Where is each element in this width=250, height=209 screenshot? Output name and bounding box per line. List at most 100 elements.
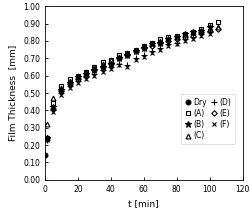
(B) xyxy=(126,54,129,56)
(D) xyxy=(126,64,129,66)
Y-axis label: Film Thickness  [mm]: Film Thickness [mm] xyxy=(8,45,18,141)
(E) xyxy=(175,38,178,41)
(F) xyxy=(200,34,203,37)
(F) xyxy=(184,40,186,42)
Line: (B): (B) xyxy=(44,24,213,141)
(B) xyxy=(93,69,96,72)
Line: (F): (F) xyxy=(44,32,212,142)
(D) xyxy=(52,109,55,112)
(B) xyxy=(118,57,120,60)
(D) xyxy=(192,36,194,39)
(B) xyxy=(60,88,63,91)
(A) xyxy=(126,52,129,54)
(E) xyxy=(109,62,112,65)
(C) xyxy=(76,74,80,77)
(B) xyxy=(175,36,178,39)
(F) xyxy=(52,111,55,113)
(D) xyxy=(159,47,162,49)
(E) xyxy=(126,54,129,56)
(B) xyxy=(85,73,88,75)
(C) xyxy=(118,55,120,58)
(B) xyxy=(134,50,137,53)
(C) xyxy=(159,40,162,42)
(B) xyxy=(192,31,194,34)
(F) xyxy=(167,45,170,47)
(D) xyxy=(184,38,186,41)
Line: (E): (E) xyxy=(45,27,220,140)
(B) xyxy=(76,76,80,79)
(E) xyxy=(68,83,71,86)
(E) xyxy=(85,74,88,77)
(E) xyxy=(184,36,186,39)
(A) xyxy=(109,59,112,61)
(C) xyxy=(216,26,219,28)
(A) xyxy=(134,48,137,51)
(F) xyxy=(126,66,129,68)
(E) xyxy=(208,29,211,32)
(E) xyxy=(150,45,154,47)
(D) xyxy=(101,69,104,72)
(D) xyxy=(134,57,137,60)
(E) xyxy=(52,107,55,110)
(B) xyxy=(142,47,145,49)
(D) xyxy=(142,54,145,56)
(F) xyxy=(76,81,80,84)
(D) xyxy=(200,33,203,35)
Legend: Dry, (A), (B), (C), (D), (E), (F): Dry, (A), (B), (C), (D), (E), (F) xyxy=(181,94,235,144)
(E) xyxy=(142,47,145,49)
(D) xyxy=(175,41,178,44)
(A) xyxy=(93,66,96,68)
(C) xyxy=(167,38,170,41)
(E) xyxy=(200,31,203,34)
(A) xyxy=(45,137,48,139)
(A) xyxy=(175,34,178,37)
(A) xyxy=(76,74,80,77)
(B) xyxy=(109,62,112,65)
(A) xyxy=(85,71,88,73)
(F) xyxy=(60,93,63,96)
(D) xyxy=(150,50,154,53)
(A) xyxy=(167,36,170,39)
(D) xyxy=(85,76,88,79)
(C) xyxy=(184,33,186,35)
(C) xyxy=(134,48,137,51)
(B) xyxy=(150,43,154,46)
(A) xyxy=(101,61,104,63)
(C) xyxy=(52,97,55,99)
(F) xyxy=(109,68,112,70)
(B) xyxy=(101,66,104,68)
(B) xyxy=(52,106,55,108)
(C) xyxy=(200,29,203,32)
(A) xyxy=(192,31,194,34)
(C) xyxy=(192,31,194,34)
(B) xyxy=(68,81,71,84)
(C) xyxy=(142,45,145,47)
(C) xyxy=(175,36,178,39)
(F) xyxy=(101,71,104,73)
(E) xyxy=(216,28,219,30)
(A) xyxy=(208,24,211,27)
(F) xyxy=(45,139,48,141)
(E) xyxy=(60,90,63,93)
(E) xyxy=(101,66,104,68)
(E) xyxy=(167,40,170,42)
(B) xyxy=(159,41,162,44)
X-axis label: t [min]: t [min] xyxy=(128,199,159,208)
(F) xyxy=(118,64,120,66)
(A) xyxy=(184,33,186,35)
(E) xyxy=(45,137,48,139)
Line: (C): (C) xyxy=(44,25,220,127)
(E) xyxy=(159,41,162,44)
(B) xyxy=(167,38,170,41)
(E) xyxy=(93,69,96,72)
(F) xyxy=(159,48,162,51)
(A) xyxy=(118,54,120,56)
(A) xyxy=(200,28,203,30)
(A) xyxy=(142,45,145,47)
(E) xyxy=(134,50,137,53)
(D) xyxy=(60,92,63,94)
(C) xyxy=(93,66,96,68)
(F) xyxy=(192,38,194,41)
(F) xyxy=(208,33,211,35)
(F) xyxy=(134,59,137,61)
